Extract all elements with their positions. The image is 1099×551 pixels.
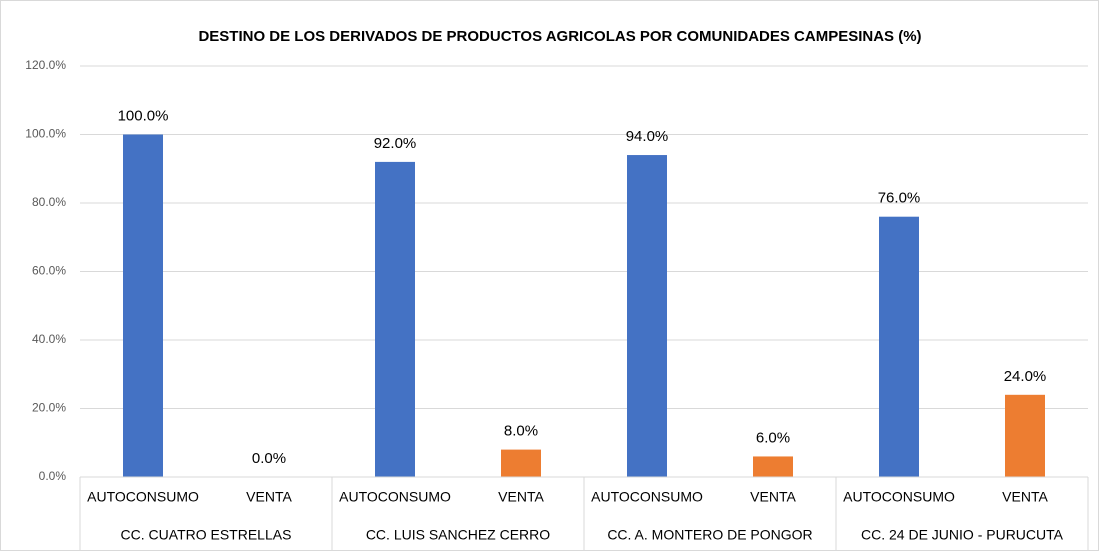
- value-label: 92.0%: [374, 135, 417, 152]
- chart-title: DESTINO DE LOS DERIVADOS DE PRODUCTOS AG…: [198, 28, 921, 45]
- value-label: 94.0%: [626, 128, 669, 145]
- bar: [1005, 394, 1045, 477]
- bar: [501, 449, 541, 477]
- x-tick-label: VENTA: [750, 489, 796, 505]
- y-tick-label: 120.0%: [25, 58, 66, 72]
- value-label: 24.0%: [1004, 368, 1047, 385]
- bar: [375, 161, 415, 477]
- x-tick-label: AUTOCONSUMO: [87, 489, 199, 505]
- x-tick-label: AUTOCONSUMO: [339, 489, 451, 505]
- y-tick-label: 100.0%: [25, 127, 66, 141]
- group-label: CC. CUATRO ESTRELLAS: [121, 527, 292, 543]
- value-label: 76.0%: [878, 190, 921, 207]
- group-label: CC. 24 DE JUNIO - PURUCUTA: [861, 527, 1064, 543]
- group-label: CC. A. MONTERO DE PONGOR: [607, 527, 812, 543]
- bar: [627, 155, 667, 478]
- bar: [123, 134, 163, 477]
- y-tick-label: 40.0%: [32, 332, 66, 346]
- x-tick-label: AUTOCONSUMO: [843, 489, 955, 505]
- value-label: 0.0%: [252, 450, 286, 467]
- value-label: 6.0%: [756, 429, 790, 446]
- x-tick-label: VENTA: [1002, 489, 1048, 505]
- bar: [879, 216, 919, 477]
- y-tick-label: 80.0%: [32, 195, 66, 209]
- y-tick-label: 60.0%: [32, 264, 66, 278]
- x-tick-label: VENTA: [498, 489, 544, 505]
- x-tick-label: VENTA: [246, 489, 292, 505]
- bar: [753, 456, 793, 477]
- group-label: CC. LUIS SANCHEZ CERRO: [366, 527, 550, 543]
- y-tick-label: 0.0%: [39, 469, 67, 483]
- value-label: 8.0%: [504, 423, 538, 440]
- x-tick-label: AUTOCONSUMO: [591, 489, 703, 505]
- y-tick-label: 20.0%: [32, 401, 66, 415]
- value-label: 100.0%: [118, 107, 169, 124]
